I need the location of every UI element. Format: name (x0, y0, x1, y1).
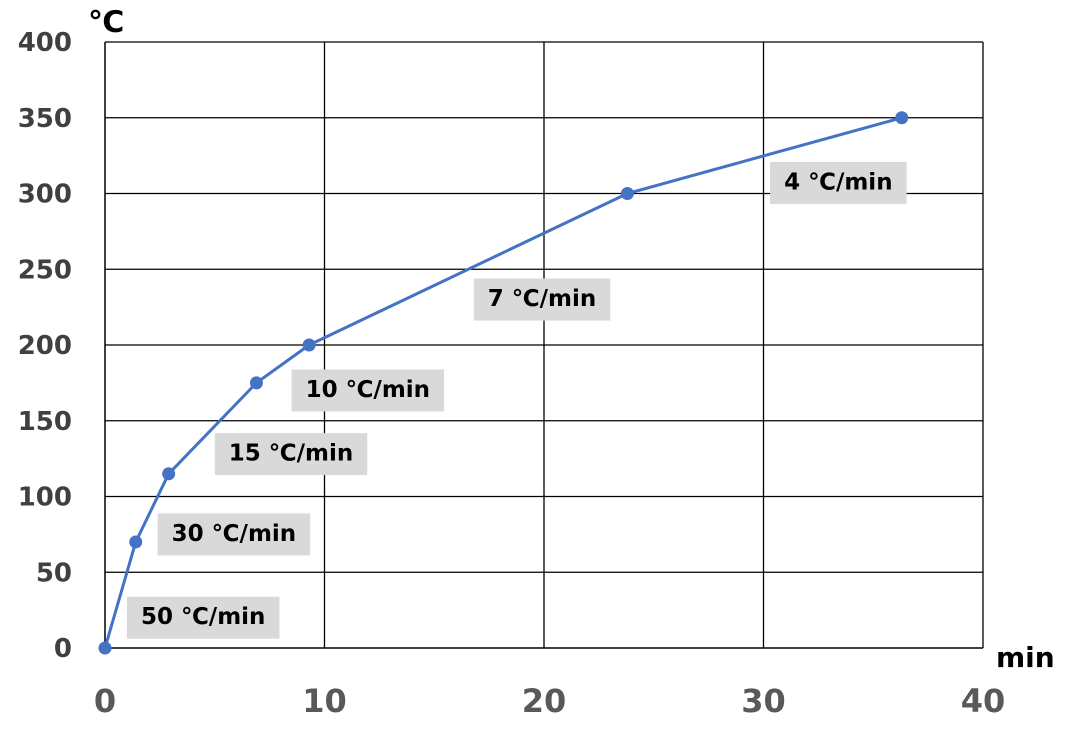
data-point (98, 641, 112, 655)
y-tick-label: 0 (54, 634, 72, 664)
rate-label-background (214, 433, 368, 476)
data-point (249, 376, 263, 390)
data-series (98, 111, 909, 655)
rate-annotations: 50 ℃/min 30 ℃/min 15 ℃/min 10 ℃/min 7 ℃/min 4… (126, 161, 907, 639)
data-point (129, 535, 143, 549)
data-point (895, 111, 909, 125)
y-tick-label: 400 (18, 28, 72, 58)
rate-label: 50 ℃/min (126, 596, 280, 639)
rate-label-text: 10 ℃/min (306, 377, 431, 403)
x-tick-label: 10 (302, 682, 347, 720)
y-axis-unit-label: ℃ (88, 5, 124, 40)
rate-label-text: 15 ℃/min (229, 441, 354, 467)
rate-label-text: 7 ℃/min (488, 286, 597, 312)
y-tick-label: 150 (18, 407, 72, 437)
rate-label-background (770, 161, 907, 204)
x-tick-label: 20 (522, 682, 567, 720)
y-tick-label: 250 (18, 255, 72, 285)
rate-label: 30 ℃/min (157, 513, 311, 556)
x-axis-unit-label: min (996, 641, 1055, 674)
rate-label-text: 50 ℃/min (141, 604, 266, 630)
data-point (162, 467, 176, 481)
rate-label-text: 4 ℃/min (784, 169, 893, 195)
data-point (620, 187, 634, 200)
y-tick-label: 200 (18, 331, 72, 361)
rate-label: 7 ℃/min (473, 278, 611, 321)
rate-label-background (291, 369, 445, 412)
y-axis-tick-labels: 0 50 100 150 200 250 300 350 400 (18, 28, 72, 664)
y-tick-label: 100 (18, 483, 72, 513)
x-tick-label: 0 (94, 682, 116, 720)
chart-grid (104, 41, 984, 649)
x-tick-label: 30 (741, 682, 786, 720)
data-point (302, 338, 316, 352)
rate-label: 15 ℃/min (214, 433, 368, 476)
rate-label-background (157, 513, 311, 556)
x-tick-label: 40 (961, 682, 1006, 720)
rate-label-background (126, 596, 280, 639)
rate-label-text: 30 ℃/min (172, 521, 297, 547)
x-axis-tick-labels: 0 10 20 30 40 (94, 682, 1005, 720)
y-tick-label: 50 (36, 558, 72, 588)
y-tick-label: 350 (18, 104, 72, 134)
rate-label: 4 ℃/min (770, 161, 907, 204)
rate-label: 10 ℃/min (291, 369, 445, 412)
rate-label-background (473, 278, 611, 321)
y-tick-label: 300 (18, 180, 72, 210)
